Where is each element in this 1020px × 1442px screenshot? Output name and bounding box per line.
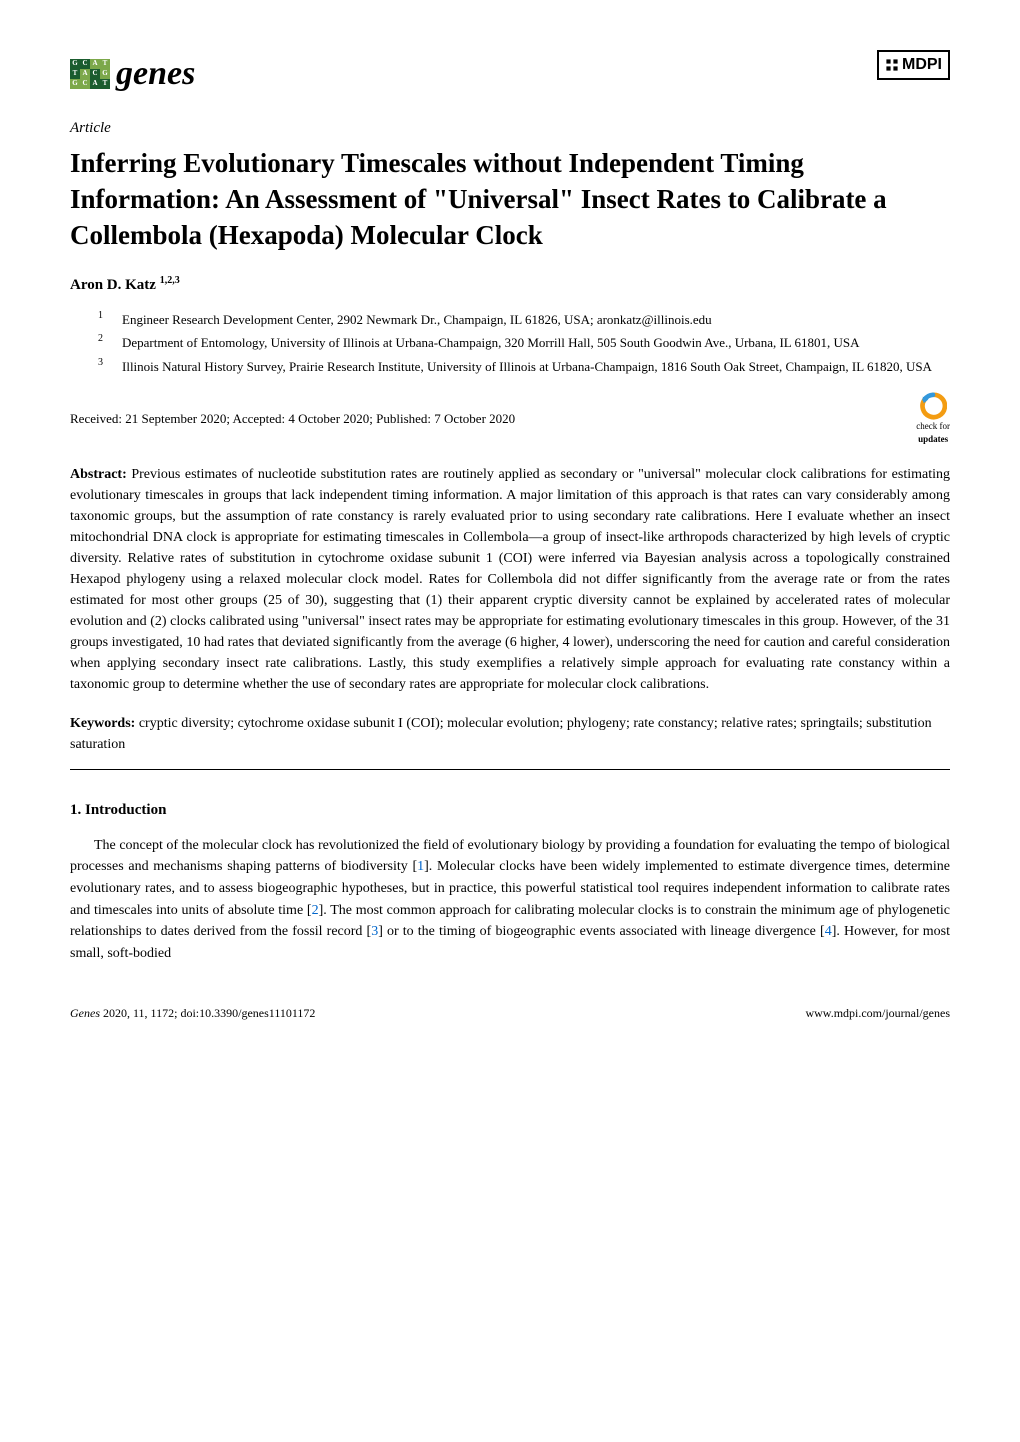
affiliation-item: 3 Illinois Natural History Survey, Prair… <box>70 357 950 377</box>
footer-citation-rest: 2020, 11, 1172; doi:10.3390/genes1110117… <box>100 1006 315 1020</box>
footer-citation: Genes 2020, 11, 1172; doi:10.3390/genes1… <box>70 1005 315 1022</box>
affiliation-number: 1 <box>98 308 108 328</box>
abstract-text: Previous estimates of nucleotide substit… <box>70 467 950 692</box>
affiliations-list: 1 Engineer Research Development Center, … <box>70 310 950 377</box>
section-divider <box>70 769 950 770</box>
logo-cell: C <box>90 69 100 79</box>
logo-cell: C <box>80 79 90 89</box>
keywords-label: Keywords: <box>70 716 135 731</box>
publisher-logo: MDPI <box>877 50 950 80</box>
publisher-name: MDPI <box>902 54 942 76</box>
footer-journal-name: Genes <box>70 1006 100 1020</box>
logo-cell: T <box>100 79 110 89</box>
publication-dates: Received: 21 September 2020; Accepted: 4… <box>70 410 515 428</box>
section-heading-introduction: 1. Introduction <box>70 800 950 821</box>
check-updates-text-2: updates <box>918 433 948 446</box>
page-footer: Genes 2020, 11, 1172; doi:10.3390/genes1… <box>70 1005 950 1022</box>
affiliation-item: 1 Engineer Research Development Center, … <box>70 310 950 330</box>
logo-cell: A <box>80 69 90 79</box>
abstract-label: Abstract: <box>70 467 127 482</box>
affiliation-number: 3 <box>98 355 108 375</box>
logo-cell: G <box>100 69 110 79</box>
affiliation-text: Engineer Research Development Center, 29… <box>122 310 950 330</box>
keywords-text: cryptic diversity; cytochrome oxidase su… <box>70 716 932 752</box>
article-title: Inferring Evolutionary Timescales withou… <box>70 145 950 254</box>
citation-link[interactable]: 4 <box>825 924 832 939</box>
check-updates-icon <box>919 392 947 420</box>
logo-cell: A <box>90 59 100 69</box>
affiliation-text: Department of Entomology, University of … <box>122 333 950 353</box>
logo-cell: G <box>70 59 80 69</box>
affiliation-number: 2 <box>98 331 108 351</box>
dates-row: Received: 21 September 2020; Accepted: 4… <box>70 392 950 445</box>
logo-cell: T <box>100 59 110 69</box>
affiliation-item: 2 Department of Entomology, University o… <box>70 333 950 353</box>
page-header: G C A T T A C G G C A T genes MDPI <box>70 50 950 98</box>
author-name: Aron D. Katz <box>70 277 156 293</box>
logo-cell: G <box>70 79 80 89</box>
journal-logo: G C A T T A C G G C A T genes <box>70 50 195 98</box>
logo-grid: G C A T T A C G G C A T <box>70 59 110 89</box>
affiliation-text: Illinois Natural History Survey, Prairie… <box>122 357 950 377</box>
body-text-fragment: ] or to the timing of biogeographic even… <box>378 924 824 939</box>
logo-cell: C <box>80 59 90 69</box>
article-type: Article <box>70 118 950 139</box>
logo-cell: T <box>70 69 80 79</box>
mdpi-icon <box>885 58 899 72</box>
keywords-section: Keywords: cryptic diversity; cytochrome … <box>70 713 950 755</box>
footer-url: www.mdpi.com/journal/genes <box>805 1005 950 1022</box>
author-affil-superscript: 1,2,3 <box>160 275 180 286</box>
author-line: Aron D. Katz 1,2,3 <box>70 274 950 296</box>
check-updates-badge[interactable]: check for updates <box>916 392 950 445</box>
logo-cell: A <box>90 79 100 89</box>
abstract-section: Abstract: Previous estimates of nucleoti… <box>70 464 950 695</box>
introduction-paragraph: The concept of the molecular clock has r… <box>70 835 950 965</box>
citation-link[interactable]: 2 <box>312 903 319 918</box>
journal-name: genes <box>116 50 195 98</box>
check-updates-text-1: check for <box>916 420 950 433</box>
